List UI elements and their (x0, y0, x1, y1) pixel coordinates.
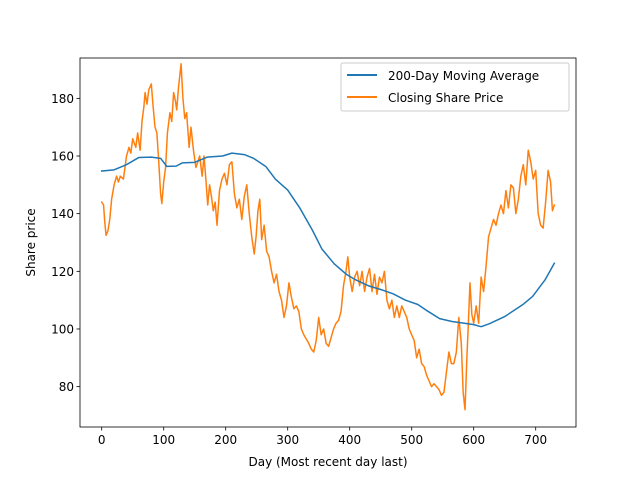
x-tick-label: 600 (462, 433, 485, 447)
x-tick-label: 100 (152, 433, 175, 447)
moving-average-line (100, 152, 556, 328)
x-tick-label: 700 (524, 433, 547, 447)
plot-frame (79, 57, 577, 428)
y-tick-label: 160 (51, 150, 74, 164)
y-axis-ticks: 80 100 120 140 160 180 (51, 92, 80, 394)
closing-price-line (100, 63, 556, 411)
y-tick-label: 140 (51, 207, 74, 221)
legend-label-moving-average: 200-Day Moving Average (388, 69, 539, 83)
legend-label-closing-price: Closing Share Price (388, 91, 503, 105)
x-tick-label: 400 (338, 433, 361, 447)
y-tick-label: 180 (51, 92, 74, 106)
x-tick-label: 200 (214, 433, 237, 447)
series-layer (100, 63, 556, 411)
legend-box (340, 62, 570, 112)
y-axis-label: Share price (24, 208, 38, 276)
y-tick-label: 80 (59, 380, 74, 394)
y-tick-label: 100 (51, 322, 74, 336)
x-axis-ticks: 0 100 200 300 400 500 600 700 (98, 427, 547, 447)
x-tick-label: 500 (400, 433, 423, 447)
legend: 200-Day Moving Average Closing Share Pri… (340, 62, 570, 112)
x-axis-label: Day (Most recent day last) (248, 455, 407, 469)
x-tick-label: 300 (276, 433, 299, 447)
x-tick-label: 0 (98, 433, 106, 447)
plot-background (80, 58, 576, 427)
y-tick-label: 120 (51, 265, 74, 279)
